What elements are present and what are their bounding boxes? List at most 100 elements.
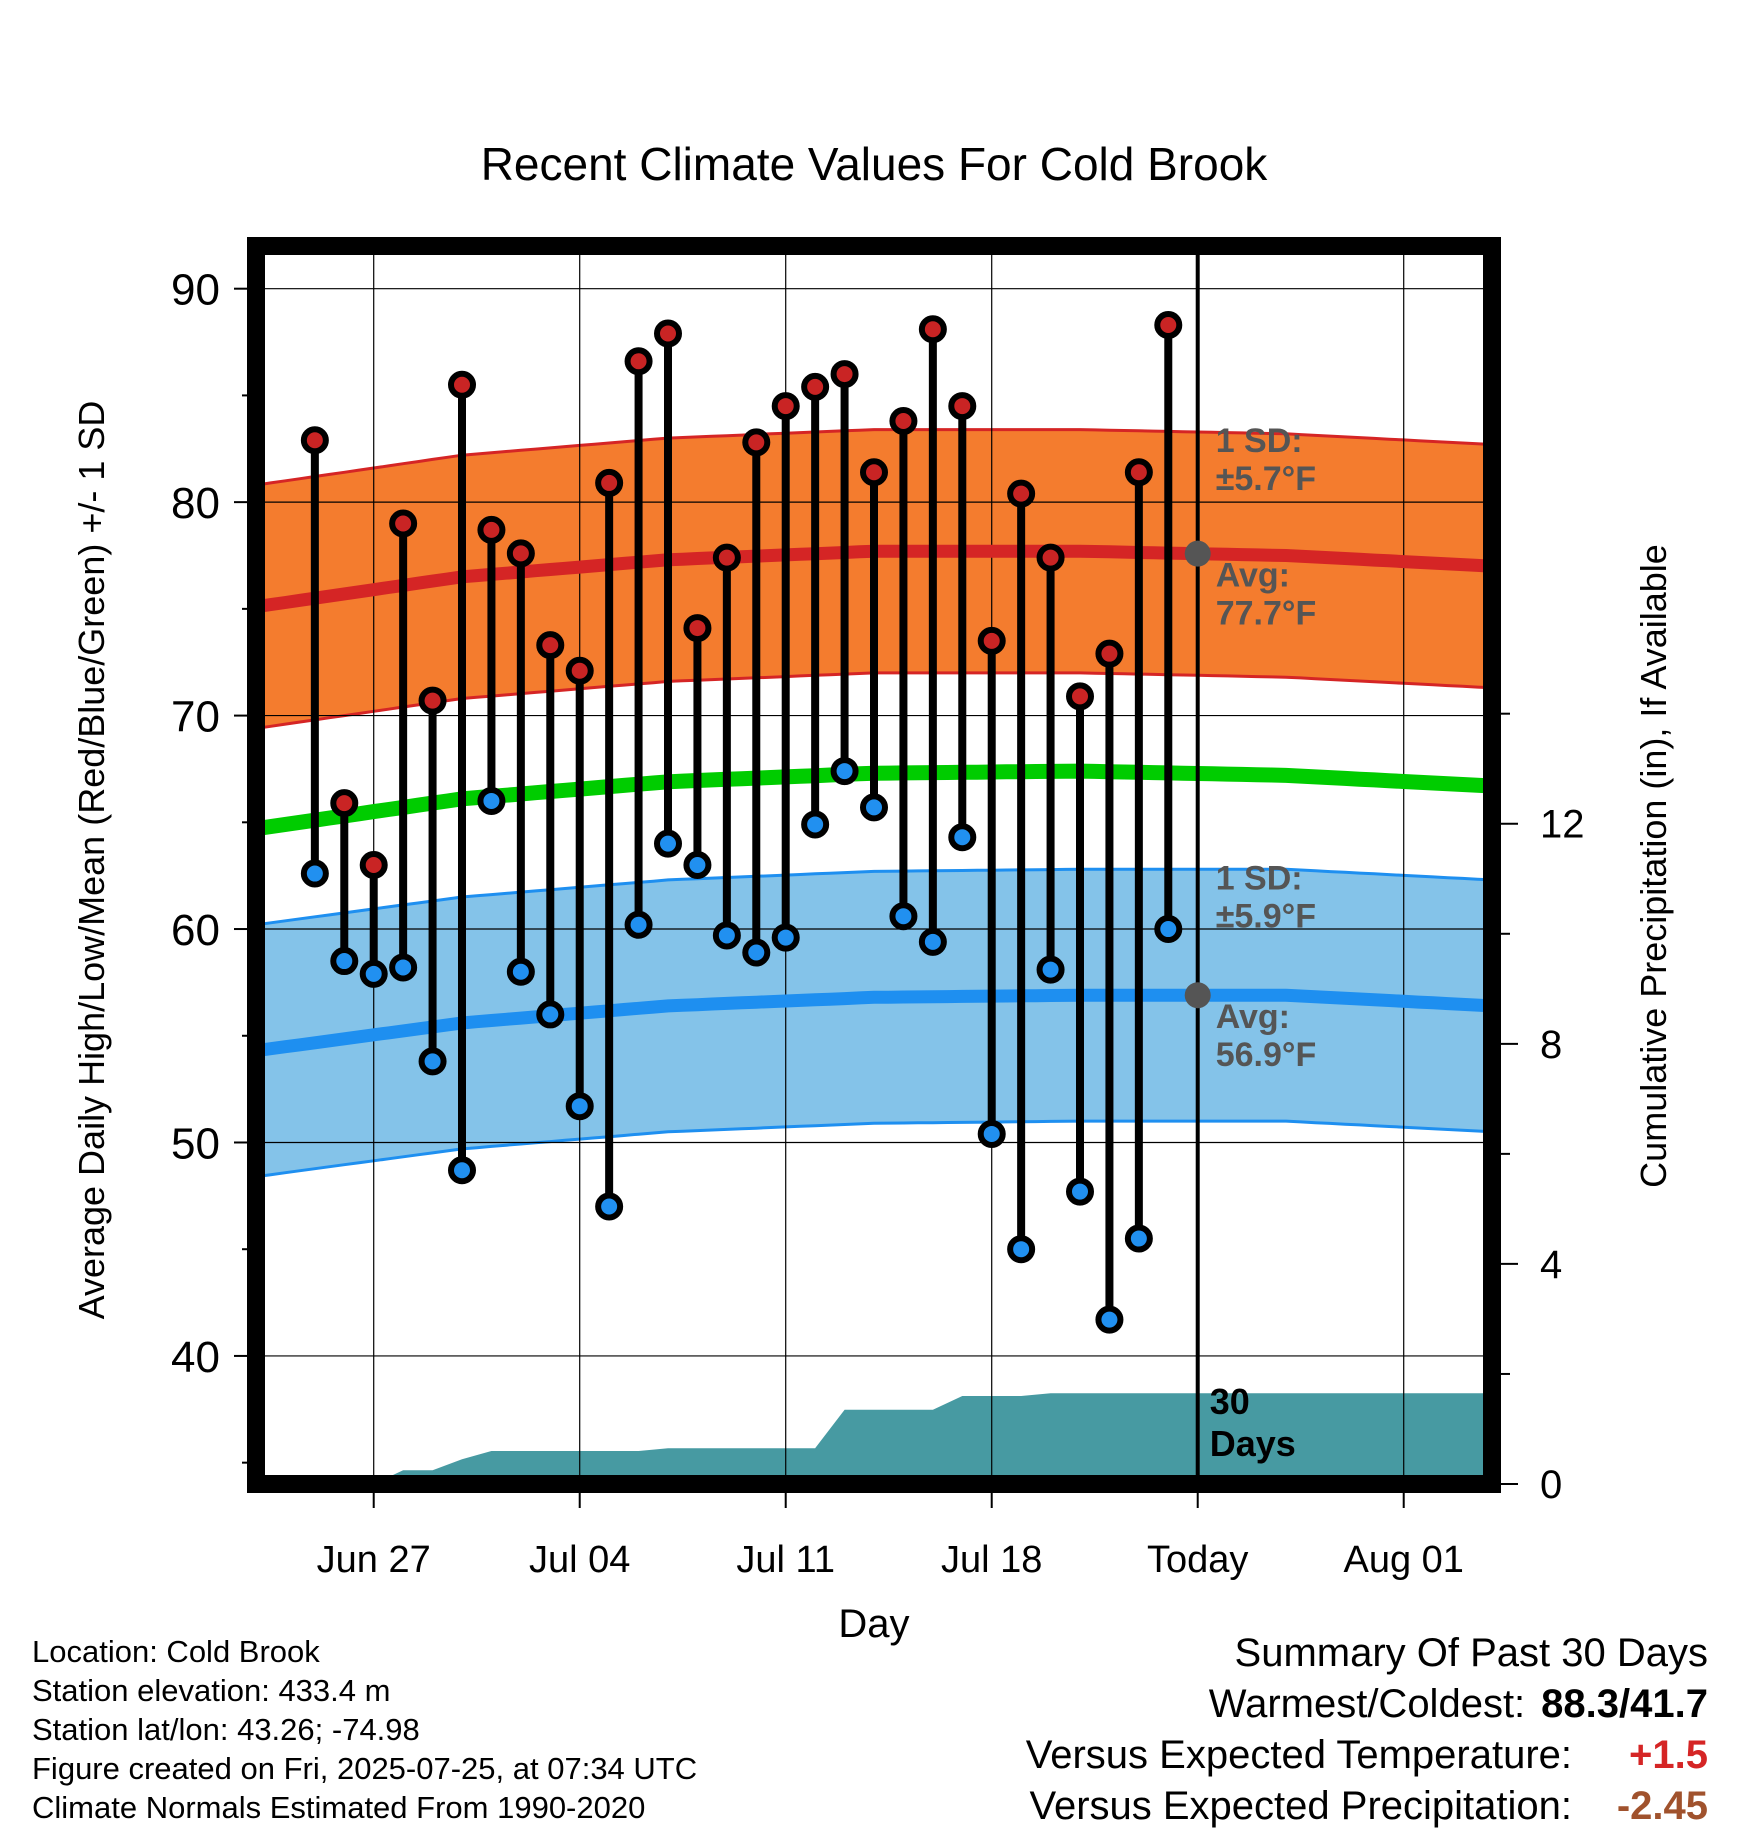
summary-panel: Summary Of Past 30 Days Warmest/Coldest:… (1026, 1628, 1708, 1832)
y-tick-label: 40 (171, 1333, 220, 1382)
high-sd-label: 1 SD: (1216, 422, 1303, 460)
low-marker (536, 1000, 565, 1029)
high-marker (565, 656, 594, 685)
days-label-text: Days (1210, 1423, 1296, 1464)
high-marker (771, 392, 800, 421)
y-tick-label: 90 (171, 266, 220, 315)
high-marker (1154, 310, 1183, 339)
high-marker (801, 372, 830, 401)
x-tick-label: Jun 27 (317, 1539, 431, 1581)
summary-temp-label: Versus Expected Temperature: (1025, 1733, 1572, 1777)
summary-precip-label: Versus Expected Precipitation: (1029, 1784, 1572, 1828)
x-tick-label: Jul 18 (941, 1539, 1042, 1581)
plot-frame (247, 237, 1501, 1493)
y-tick-label: 60 (171, 906, 220, 955)
summary-precip-row: Versus Expected Precipitation: -2.45 (1026, 1781, 1708, 1832)
high-marker (830, 360, 859, 389)
low-marker (389, 953, 418, 982)
summary-warm-row: Warmest/Coldest: 88.3/41.7 (1026, 1679, 1708, 1730)
high-avg-label: Avg: (1216, 557, 1290, 595)
summary-warm-value: 88.3/41.7 (1541, 1682, 1708, 1726)
low-marker (1154, 915, 1183, 944)
high-marker (595, 468, 624, 497)
low-marker (801, 810, 830, 839)
low-marker (918, 927, 947, 956)
low-marker (1036, 955, 1065, 984)
chart-title: Recent Climate Values For Cold Brook (481, 138, 1269, 190)
low-marker (1124, 1224, 1153, 1253)
high-avg-value: 77.7°F (1216, 595, 1317, 633)
high-marker (536, 631, 565, 660)
station-info: Location: Cold Brook Station elevation: … (32, 1632, 697, 1827)
high-marker (418, 686, 447, 715)
low-marker (448, 1156, 476, 1185)
low-marker (359, 959, 388, 988)
y-tick-label: 50 (171, 1119, 220, 1168)
x-tick-label: Jul 11 (736, 1539, 835, 1581)
high-marker (948, 392, 977, 421)
low-marker (830, 757, 859, 786)
x-axis-title: Day (838, 1602, 909, 1646)
summary-title: Summary Of Past 30 Days (1234, 1631, 1708, 1675)
low-marker (1095, 1305, 1124, 1334)
info-normals: Climate Normals Estimated From 1990-2020 (32, 1790, 646, 1825)
low-marker (330, 947, 359, 976)
low-sd-value: ±5.9°F (1216, 897, 1316, 935)
low-marker (1066, 1177, 1094, 1206)
low-marker (654, 829, 682, 858)
y2-tick-label: 0 (1540, 1463, 1562, 1507)
low-marker (771, 923, 800, 952)
high-marker (1036, 543, 1065, 572)
high-marker (1066, 682, 1094, 711)
low-marker (683, 851, 712, 879)
high-marker (977, 626, 1006, 655)
low-marker (889, 902, 918, 931)
summary-temp-row: Versus Expected Temperature: +1.5 (1026, 1730, 1708, 1781)
low-marker (506, 957, 535, 986)
precip-area (344, 1393, 1492, 1484)
low-marker (742, 938, 771, 967)
high-marker (1095, 639, 1124, 668)
low-marker (860, 793, 888, 822)
days-label-count: 30 (1210, 1381, 1250, 1422)
x-tick-label: Aug 01 (1343, 1539, 1463, 1581)
low-marker (565, 1092, 594, 1121)
high-marker (742, 428, 771, 457)
x-tick-label: Jul 04 (529, 1539, 630, 1581)
high-marker (330, 789, 359, 818)
info-created: Figure created on Fri, 2025-07-25, at 07… (32, 1751, 698, 1786)
info-elevation: Station elevation: 433.4 m (32, 1673, 391, 1708)
high-marker (477, 515, 506, 544)
high-marker (359, 851, 388, 879)
summary-warm-label: Warmest/Coldest: (1208, 1682, 1526, 1726)
y-tick-label: 70 (171, 693, 220, 742)
high-marker (624, 347, 653, 376)
y2-tick-label: 8 (1540, 1023, 1562, 1067)
y2-tick-label: 4 (1540, 1243, 1562, 1287)
high-marker (1007, 479, 1036, 508)
low-marker (1007, 1235, 1036, 1264)
y2-tick-label: 12 (1540, 803, 1585, 847)
low-marker (624, 910, 653, 939)
y-axis-title: Average Daily High/Low/Mean (Red/Blue/Gr… (71, 401, 112, 1320)
x-tick-label: Today (1147, 1539, 1248, 1581)
summary-temp-value: +1.5 (1629, 1733, 1708, 1777)
high-marker (918, 315, 947, 344)
low-marker (418, 1047, 447, 1076)
high-marker (889, 407, 918, 436)
low-avg-label: Avg: (1216, 998, 1290, 1036)
high-marker (448, 370, 476, 399)
low-marker (977, 1119, 1006, 1148)
low-marker (300, 859, 329, 888)
high-marker (654, 319, 682, 348)
y2-axis-title: Cumulative Precipitation (in), If Availa… (1633, 544, 1674, 1188)
high-marker (389, 509, 418, 538)
low-sd-label: 1 SD: (1216, 859, 1303, 897)
high-marker (683, 614, 712, 643)
low-marker (477, 786, 506, 815)
high-marker (860, 458, 888, 487)
today-low-avg-marker (1184, 982, 1211, 1009)
plot-interior (256, 246, 1492, 1484)
